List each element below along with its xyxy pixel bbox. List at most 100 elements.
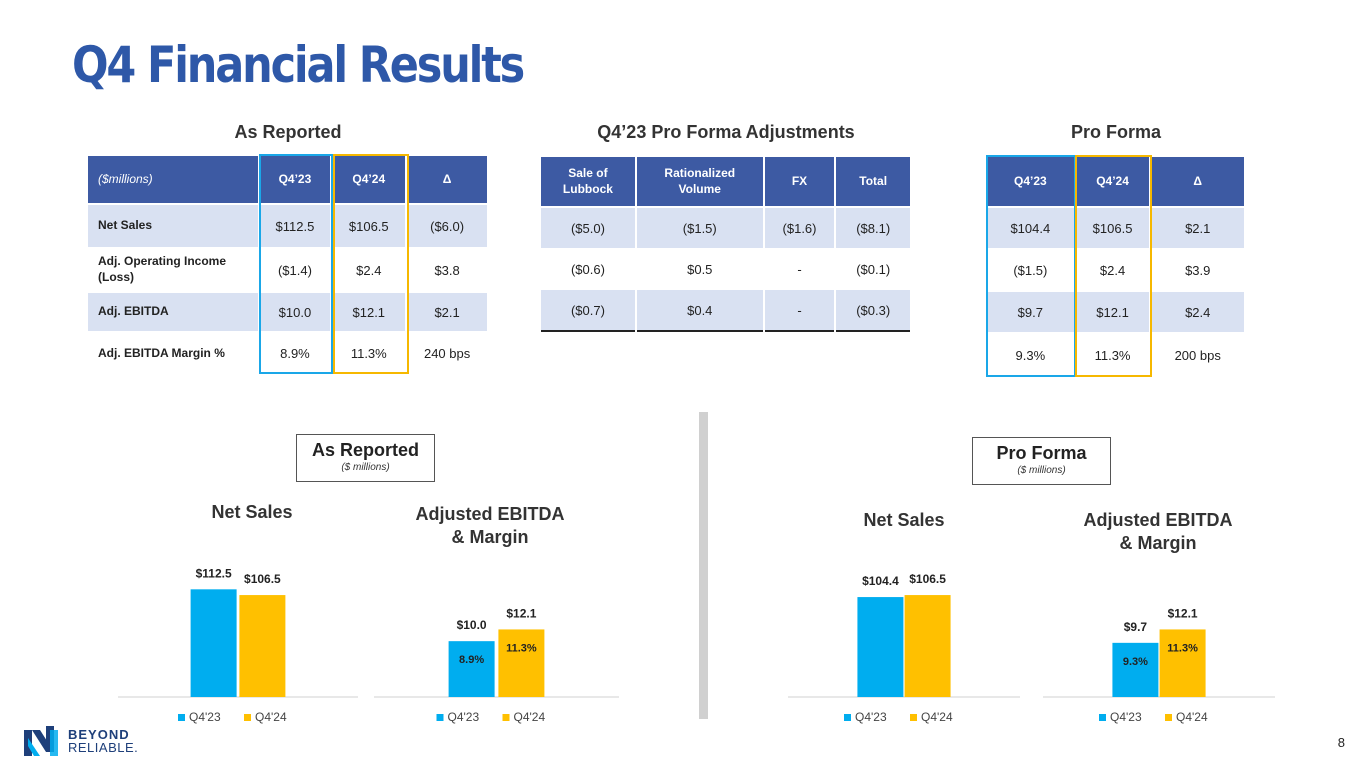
table-row: $9.7 $12.1 $2.4 xyxy=(987,290,1246,333)
bar-q424 xyxy=(498,629,545,697)
col-header-q423: Q4’23 xyxy=(987,157,1076,207)
cell: ($6.0) xyxy=(406,203,489,248)
row-label: Adj. EBITDA Margin % xyxy=(88,331,260,374)
box-subtitle: ($ millions) xyxy=(1017,465,1066,476)
bar-q423 xyxy=(190,589,237,697)
cell: $9.7 xyxy=(987,290,1076,333)
legend-swatch xyxy=(244,714,251,721)
cell: $12.1 xyxy=(331,291,408,332)
bar-value-label: $112.5 xyxy=(196,566,232,580)
bar-value-label: $10.0 xyxy=(457,618,487,632)
legend-swatch xyxy=(178,714,185,721)
cell: 200 bps xyxy=(1150,332,1246,377)
cell: $2.4 xyxy=(1150,290,1246,333)
pro-forma-box: Pro Forma ($ millions) xyxy=(972,437,1111,485)
bar-q424 xyxy=(1159,629,1206,697)
logo-line2: RELIABLE. xyxy=(68,740,139,755)
table-row: Adj. Operating Income (Loss) ($1.4) $2.4… xyxy=(88,247,489,292)
col-header-sale-of-lubbock: Sale of Lubbock xyxy=(541,157,637,207)
bar-q424 xyxy=(904,595,951,697)
legend-label: Q4'24 xyxy=(921,710,953,724)
cell: ($0.6) xyxy=(541,248,637,289)
table-row: ($0.6) $0.5 - ($0.1) xyxy=(541,248,912,289)
chart-title-ebitda-reported: Adjusted EBITDA & Margin xyxy=(380,503,600,550)
cell: ($1.6) xyxy=(763,206,837,249)
box-subtitle: ($ millions) xyxy=(341,462,390,473)
bar-value-label: $106.5 xyxy=(909,572,946,586)
bar-q423 xyxy=(1112,642,1159,697)
cell: 11.3% xyxy=(331,331,408,374)
chart-title-ebitda-proforma: Adjusted EBITDA & Margin xyxy=(1048,509,1268,556)
pro-forma-heading: Pro Forma xyxy=(1070,122,1162,142)
legend-swatch xyxy=(844,714,851,721)
cell: $0.4 xyxy=(635,288,765,331)
cell: 9.3% xyxy=(987,332,1076,377)
table-row: Adj. EBITDA Margin % 8.9% 11.3% 240 bps xyxy=(88,331,489,374)
adjustments-header-row: Sale of Lubbock Rationalized Volume FX T… xyxy=(541,157,912,207)
chart-title-net-sales-proforma: Net Sales xyxy=(804,509,1004,532)
as-reported-box: As Reported ($ millions) xyxy=(296,434,435,482)
legend-swatch xyxy=(1165,714,1172,721)
cell: ($1.4) xyxy=(258,247,333,292)
cell: $106.5 xyxy=(1074,206,1152,249)
bar-q423 xyxy=(857,597,904,697)
cell: $106.5 xyxy=(331,203,408,248)
legend-swatch xyxy=(502,714,510,721)
adjustments-heading: Q4’23 Pro Forma Adjustments xyxy=(597,122,855,142)
cell: ($1.5) xyxy=(635,206,765,249)
cell: ($5.0) xyxy=(541,206,637,249)
as-reported-table: ($millions) Q4’23 Q4’24 Δ Net Sales $112… xyxy=(88,156,489,374)
logo-mark-icon xyxy=(24,726,58,756)
cell: $112.5 xyxy=(258,203,333,248)
chart-title-line: Adjusted EBITDA xyxy=(415,504,565,524)
cell: $2.4 xyxy=(1074,248,1152,291)
bar-q424 xyxy=(239,595,286,697)
col-header-delta: Δ xyxy=(1150,157,1246,207)
table-row: $104.4 $106.5 $2.1 xyxy=(987,206,1246,249)
bar-value-label: $106.5 xyxy=(244,572,281,586)
cell: $2.1 xyxy=(406,291,489,332)
table-row: ($5.0) ($1.5) ($1.6) ($8.1) xyxy=(541,206,912,249)
cell: $104.4 xyxy=(987,206,1076,249)
legend-label: Q4'23 xyxy=(448,710,480,724)
bar-margin-label: 9.3% xyxy=(1123,656,1148,668)
cell: 11.3% xyxy=(1074,332,1152,377)
table-row: 9.3% 11.3% 200 bps xyxy=(987,332,1246,377)
col-header-total: Total xyxy=(835,157,912,207)
cell: $12.1 xyxy=(1074,290,1152,333)
as-reported-heading: As Reported xyxy=(234,122,342,142)
cell: ($0.3) xyxy=(835,288,912,331)
section-divider xyxy=(699,412,708,719)
legend-label: Q4'23 xyxy=(855,710,887,724)
box-title: As Reported xyxy=(311,440,419,460)
logo-text: BEYOND RELIABLE. xyxy=(68,728,138,754)
logo-line1: BEYOND xyxy=(68,727,130,742)
bar-margin-label: 8.9% xyxy=(459,654,484,666)
chart-title-net-sales-reported: Net Sales xyxy=(152,501,352,524)
chart-title-line: & Margin xyxy=(451,527,529,548)
legend-swatch xyxy=(436,714,444,721)
box-title: Pro Forma xyxy=(996,443,1087,463)
cell: 8.9% xyxy=(258,331,333,374)
col-header-q424: Q4’24 xyxy=(331,156,408,204)
company-logo: BEYOND RELIABLE. xyxy=(24,726,138,756)
bar-value-label: $12.1 xyxy=(1168,606,1198,620)
row-label: Net Sales xyxy=(88,203,260,248)
col-header-q424: Q4’24 xyxy=(1074,157,1152,207)
cell: ($0.1) xyxy=(835,248,912,289)
bar-q423 xyxy=(448,641,495,697)
legend-label: Q4'23 xyxy=(189,710,221,724)
cell: $2.1 xyxy=(1150,206,1246,249)
bar-margin-label: 11.3% xyxy=(1167,642,1198,654)
legend-label: Q4'23 xyxy=(1110,710,1142,724)
page-number: 8 xyxy=(1337,735,1345,750)
row-label: Adj. Operating Income (Loss) xyxy=(88,247,260,292)
cell: ($0.7) xyxy=(541,288,637,331)
cell: ($8.1) xyxy=(835,206,912,249)
cell: ($1.5) xyxy=(987,248,1076,291)
legend-label: Q4'24 xyxy=(1176,710,1208,724)
col-header-fx: FX xyxy=(763,157,837,207)
col-header-rationalized-volume: Rationalized Volume xyxy=(635,157,765,207)
bar-value-label: $9.7 xyxy=(1124,620,1148,634)
chart-title-line: & Margin xyxy=(1119,533,1197,554)
